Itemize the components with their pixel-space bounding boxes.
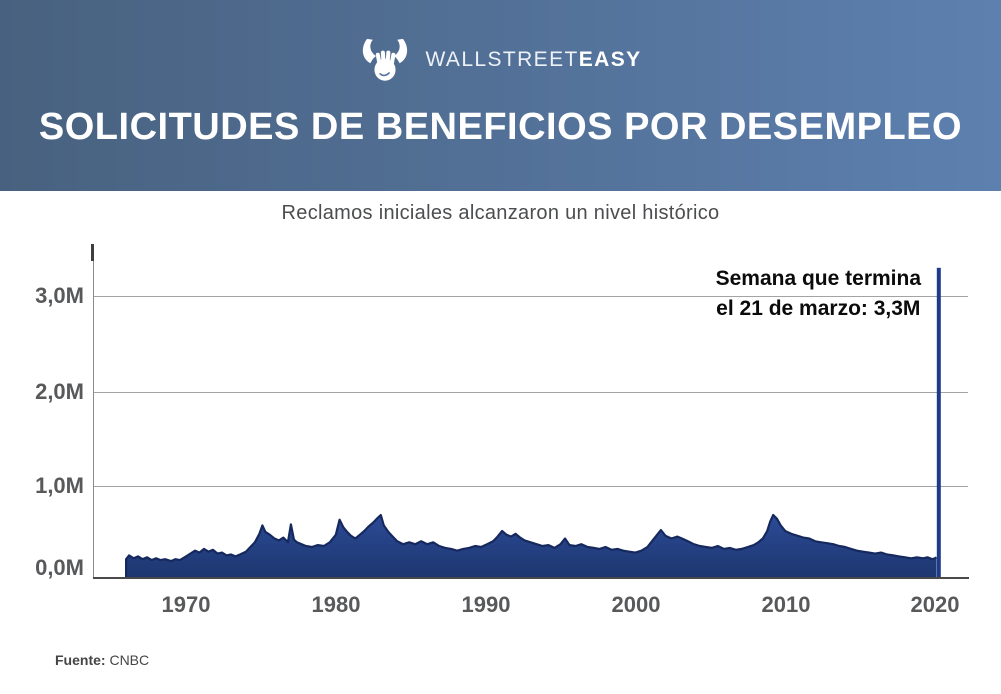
spike-annotation: Semana que termina el 21 de marzo: 3,3M — [716, 264, 921, 324]
source-value: CNBC — [109, 652, 150, 668]
y-tick-label-3m: 3,0M — [35, 283, 84, 308]
x-tick-label-2020: 2020 — [910, 592, 960, 617]
source-credit: Fuente: CNBC — [55, 652, 149, 668]
x-tick-label-1980: 1980 — [311, 592, 361, 617]
area-series-fill — [126, 515, 937, 578]
brand-name: WALLSTREETEASY — [425, 48, 641, 72]
x-tick-label-1990: 1990 — [461, 592, 511, 617]
y-axis-top-tick — [91, 244, 94, 261]
spike-annotation-line2: el 21 de marzo: 3,3M — [716, 297, 921, 320]
gridline-3m — [93, 296, 968, 297]
header-banner: WALLSTREETEASY SOLICITUDES DE BENEFICIOS… — [0, 0, 1001, 191]
chart-subtitle: Reclamos iniciales alcanzaron un nivel h… — [281, 202, 720, 224]
x-tick-label-2000: 2000 — [611, 592, 661, 617]
x-tick-label-2010: 2010 — [761, 592, 811, 617]
spike-bar-2020 — [936, 267, 941, 578]
brand-easy: EASY — [578, 48, 642, 71]
gridline-1m — [93, 486, 968, 487]
brand-logo: WALLSTREETEASY — [0, 30, 1001, 90]
x-axis-baseline — [93, 577, 969, 579]
page-title: SOLICITUDES DE BENEFICIOS POR DESEMPLEO — [38, 106, 963, 148]
brand-wallstreet: WALLSTREET — [425, 48, 579, 71]
y-tick-label-2m: 2,0M — [35, 379, 84, 404]
claims-area-chart — [125, 267, 941, 578]
gridline-2m — [93, 392, 968, 393]
source-label: Fuente: — [55, 652, 106, 668]
y-tick-label-1m: 1,0M — [35, 473, 84, 498]
spike-annotation-line1: Semana que termina — [715, 267, 921, 290]
x-tick-label-1970: 1970 — [161, 592, 211, 617]
bull-fist-icon — [363, 38, 408, 81]
area-series-line — [125, 513, 938, 578]
y-axis-line — [93, 248, 94, 577]
y-tick-label-0m: 0,0M — [35, 555, 84, 580]
